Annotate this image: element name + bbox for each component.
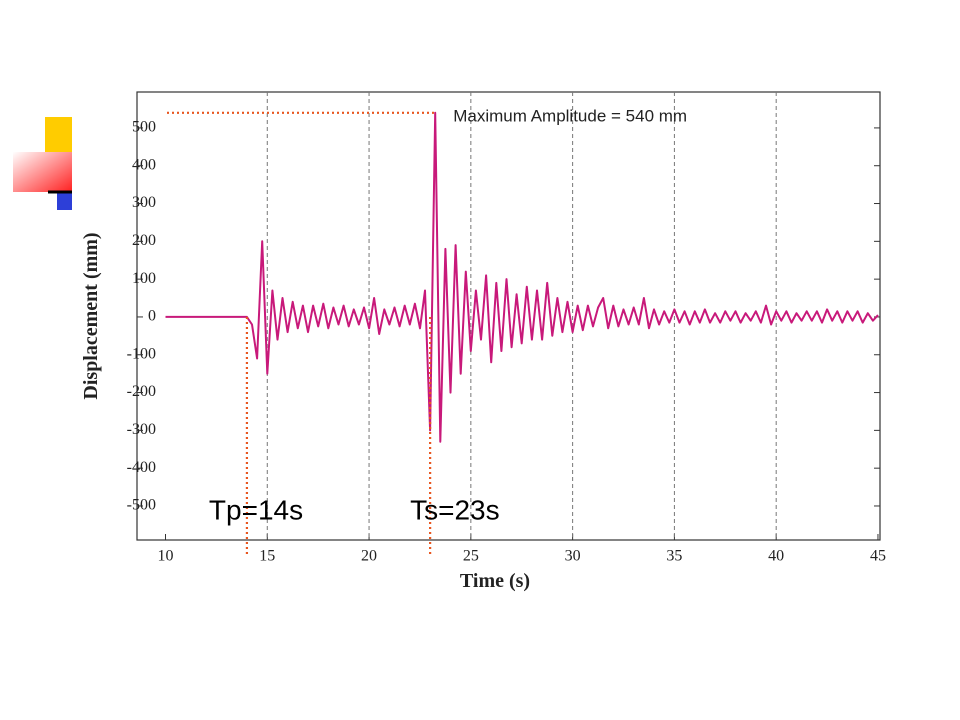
arrival-label: Ts=23s (410, 494, 500, 525)
y-tick-label: -400 (127, 459, 156, 476)
x-tick-label: 30 (565, 548, 581, 565)
y-tick-label: 200 (132, 232, 156, 249)
y-tick-label: -300 (127, 421, 156, 438)
plot-frame (136, 91, 881, 541)
y-tick-label: 300 (132, 194, 156, 211)
y-tick-label: 400 (132, 156, 156, 173)
x-tick-label: 40 (768, 548, 784, 565)
x-tick-label: 20 (361, 548, 377, 565)
y-tick-label: 0 (148, 308, 156, 325)
waveform (165, 111, 879, 443)
decor-blue (57, 192, 72, 210)
x-tick-label: 10 (157, 548, 173, 565)
x-tick-label: 45 (870, 548, 886, 565)
decor-red (13, 152, 72, 192)
y-tick-label: -500 (127, 497, 156, 514)
y-axis-title: Displacement (mm) (80, 232, 102, 399)
y-tick-label: 500 (132, 119, 156, 136)
y-tick-label: -100 (127, 345, 156, 362)
x-tick-label: 35 (666, 548, 682, 565)
y-tick-label: -200 (127, 383, 156, 400)
x-tick-label: 15 (259, 548, 275, 565)
arrival-label: Tp=14s (209, 494, 303, 525)
x-tick-label: 25 (463, 548, 479, 565)
max-amplitude-label: Maximum Amplitude = 540 mm (453, 106, 687, 125)
x-axis-title: Time (s) (460, 570, 530, 592)
y-tick-label: 100 (132, 270, 156, 287)
